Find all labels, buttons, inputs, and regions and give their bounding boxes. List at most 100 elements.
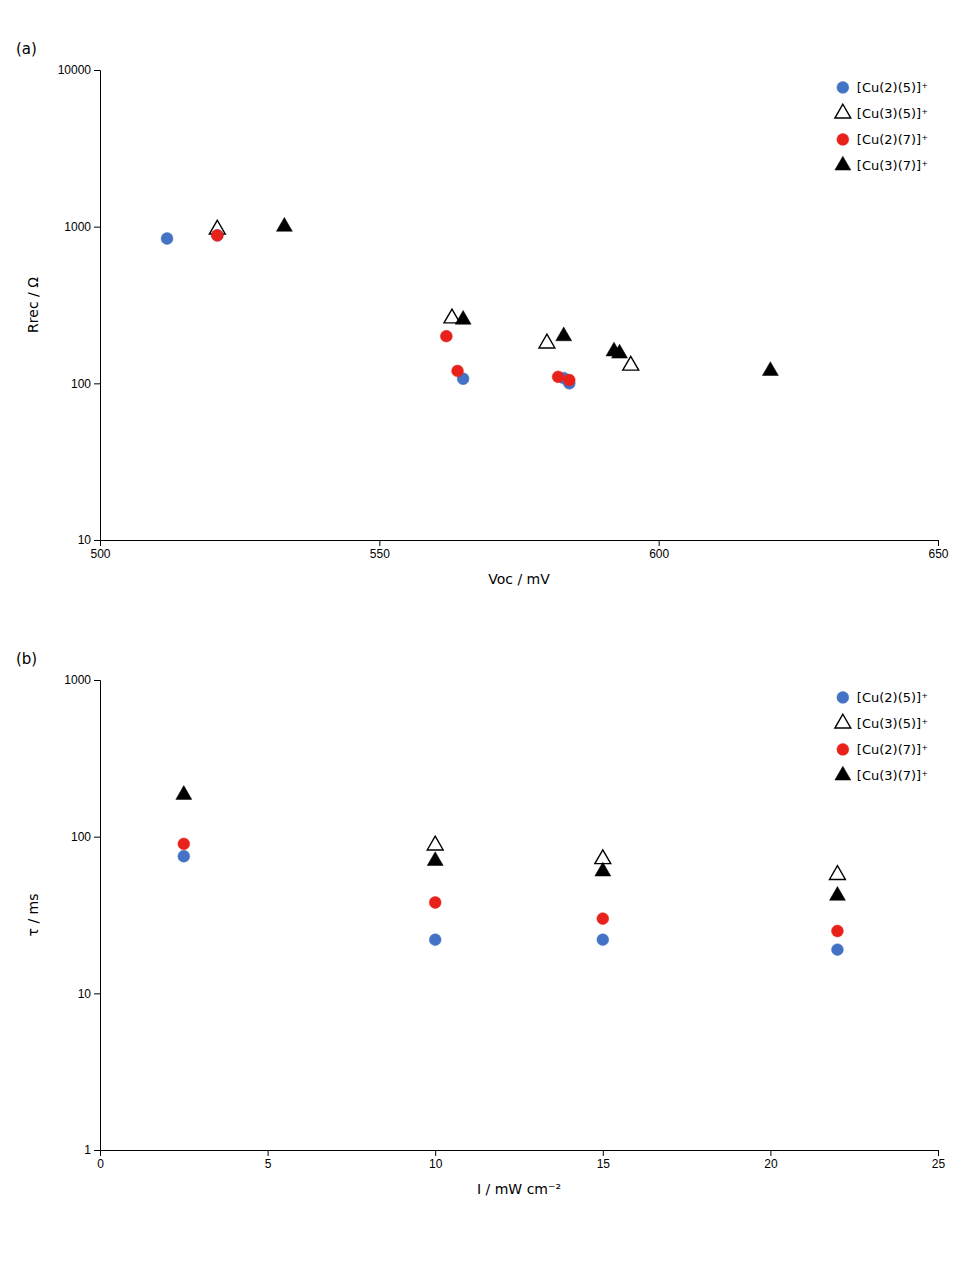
point bbox=[832, 925, 844, 937]
x-axis: 0510152025 bbox=[97, 1150, 945, 1171]
tick-label: 500 bbox=[90, 547, 110, 561]
tick: 1000 bbox=[64, 673, 100, 687]
point bbox=[829, 886, 845, 900]
tick-label: 100 bbox=[71, 830, 91, 844]
tick: 1 bbox=[84, 1143, 100, 1157]
series bbox=[211, 229, 575, 385]
y-axis-title: τ / ms bbox=[25, 894, 41, 937]
marks bbox=[161, 217, 778, 389]
legend-item: [Cu(2)(7)]⁺ bbox=[837, 742, 928, 757]
legend-symbol bbox=[835, 104, 851, 118]
tick-mark bbox=[94, 227, 100, 228]
legend-symbol bbox=[837, 744, 849, 756]
tick-mark bbox=[435, 1150, 436, 1156]
axis-line bbox=[94, 71, 101, 541]
tick: 600 bbox=[649, 540, 669, 561]
axis-line bbox=[101, 541, 939, 547]
tick-mark bbox=[94, 1150, 100, 1151]
legend-symbol bbox=[835, 766, 851, 780]
tick-mark bbox=[94, 540, 100, 541]
panel-title: (b) bbox=[16, 650, 37, 668]
tick: 0 bbox=[97, 1150, 104, 1171]
tick: 100 bbox=[71, 377, 100, 391]
series bbox=[427, 836, 845, 879]
tick-label: 10 bbox=[78, 533, 92, 547]
point bbox=[595, 850, 611, 864]
legend-item: [Cu(3)(5)]⁺ bbox=[835, 104, 928, 121]
tick-mark bbox=[94, 383, 100, 384]
series bbox=[176, 786, 846, 901]
tick-label: 100 bbox=[71, 377, 91, 391]
y-axis: 10100100010000 bbox=[58, 63, 101, 547]
chart-svg: 50055060065010100100010000Voc / mVRrec /… bbox=[0, 0, 978, 1267]
legend-label: [Cu(2)(5)]⁺ bbox=[857, 690, 928, 705]
legend-item: [Cu(3)(5)]⁺ bbox=[835, 714, 928, 731]
legend-label: [Cu(3)(7)]⁺ bbox=[857, 158, 928, 173]
tick: 550 bbox=[370, 540, 390, 561]
point bbox=[178, 850, 190, 862]
legend-label: [Cu(3)(5)]⁺ bbox=[857, 106, 928, 121]
point bbox=[563, 374, 575, 386]
tick-label: 650 bbox=[928, 547, 948, 561]
legend-label: [Cu(3)(5)]⁺ bbox=[857, 716, 928, 731]
tick-label: 1000 bbox=[64, 673, 91, 687]
tick-mark bbox=[94, 70, 100, 71]
legend-item: [Cu(2)(5)]⁺ bbox=[837, 690, 928, 705]
tick-label: 5 bbox=[265, 1157, 272, 1171]
tick-mark bbox=[770, 1150, 771, 1156]
tick-mark bbox=[659, 540, 660, 546]
tick-mark bbox=[938, 1150, 939, 1156]
tick-label: 10 bbox=[429, 1157, 443, 1171]
tick: 100 bbox=[71, 830, 100, 844]
point bbox=[427, 852, 443, 866]
point bbox=[762, 362, 778, 376]
tick-label: 10 bbox=[78, 987, 92, 1001]
legend-label: [Cu(2)(5)]⁺ bbox=[857, 80, 928, 95]
tick: 20 bbox=[764, 1150, 778, 1171]
series bbox=[276, 217, 778, 375]
point bbox=[427, 836, 443, 850]
tick: 5 bbox=[265, 1150, 272, 1171]
tick-label: 600 bbox=[649, 547, 669, 561]
point bbox=[597, 934, 609, 946]
series bbox=[161, 229, 575, 389]
tick-label: 1 bbox=[84, 1143, 91, 1157]
tick: 10 bbox=[429, 1150, 443, 1171]
legend-label: [Cu(2)(7)]⁺ bbox=[857, 742, 928, 757]
point bbox=[455, 310, 471, 324]
legend-item: [Cu(2)(7)]⁺ bbox=[837, 132, 928, 147]
point bbox=[556, 327, 572, 341]
point bbox=[829, 866, 845, 880]
point bbox=[178, 838, 190, 850]
point bbox=[595, 862, 611, 876]
legend-label: [Cu(2)(7)]⁺ bbox=[857, 132, 928, 147]
panel: 05101520251101001000I / mW cm⁻²τ / ms(b)… bbox=[16, 650, 945, 1197]
point bbox=[211, 229, 223, 241]
legend: [Cu(2)(5)]⁺ [Cu(3)(5)]⁺ [Cu(2)(7)]⁺ [Cu(3)(… bbox=[835, 80, 928, 173]
tick-mark bbox=[94, 993, 100, 994]
axis-line bbox=[94, 681, 101, 1151]
tick-label: 0 bbox=[97, 1157, 104, 1171]
tick: 650 bbox=[928, 540, 948, 561]
panel-title: (a) bbox=[16, 40, 37, 58]
legend-item: [Cu(3)(7)]⁺ bbox=[835, 766, 928, 783]
x-axis-title: Voc / mV bbox=[488, 571, 550, 587]
point bbox=[552, 371, 564, 383]
point bbox=[832, 944, 844, 956]
y-axis: 1 10 100 1000 bbox=[64, 673, 100, 1157]
tick: 10 bbox=[78, 987, 100, 1001]
series bbox=[209, 220, 638, 370]
tick: 15 bbox=[597, 1150, 611, 1171]
point bbox=[429, 934, 441, 946]
legend-symbol bbox=[835, 156, 851, 170]
legend-item: [Cu(2)(5)]⁺ bbox=[837, 80, 928, 95]
tick-label: 15 bbox=[597, 1157, 611, 1171]
point bbox=[276, 217, 292, 231]
tick-mark bbox=[94, 837, 100, 838]
point bbox=[452, 365, 464, 377]
tick-mark bbox=[938, 540, 939, 546]
point bbox=[440, 330, 452, 342]
tick-mark bbox=[603, 1150, 604, 1156]
x-axis-title: I / mW cm⁻² bbox=[477, 1181, 561, 1197]
tick-label: 550 bbox=[370, 547, 390, 561]
